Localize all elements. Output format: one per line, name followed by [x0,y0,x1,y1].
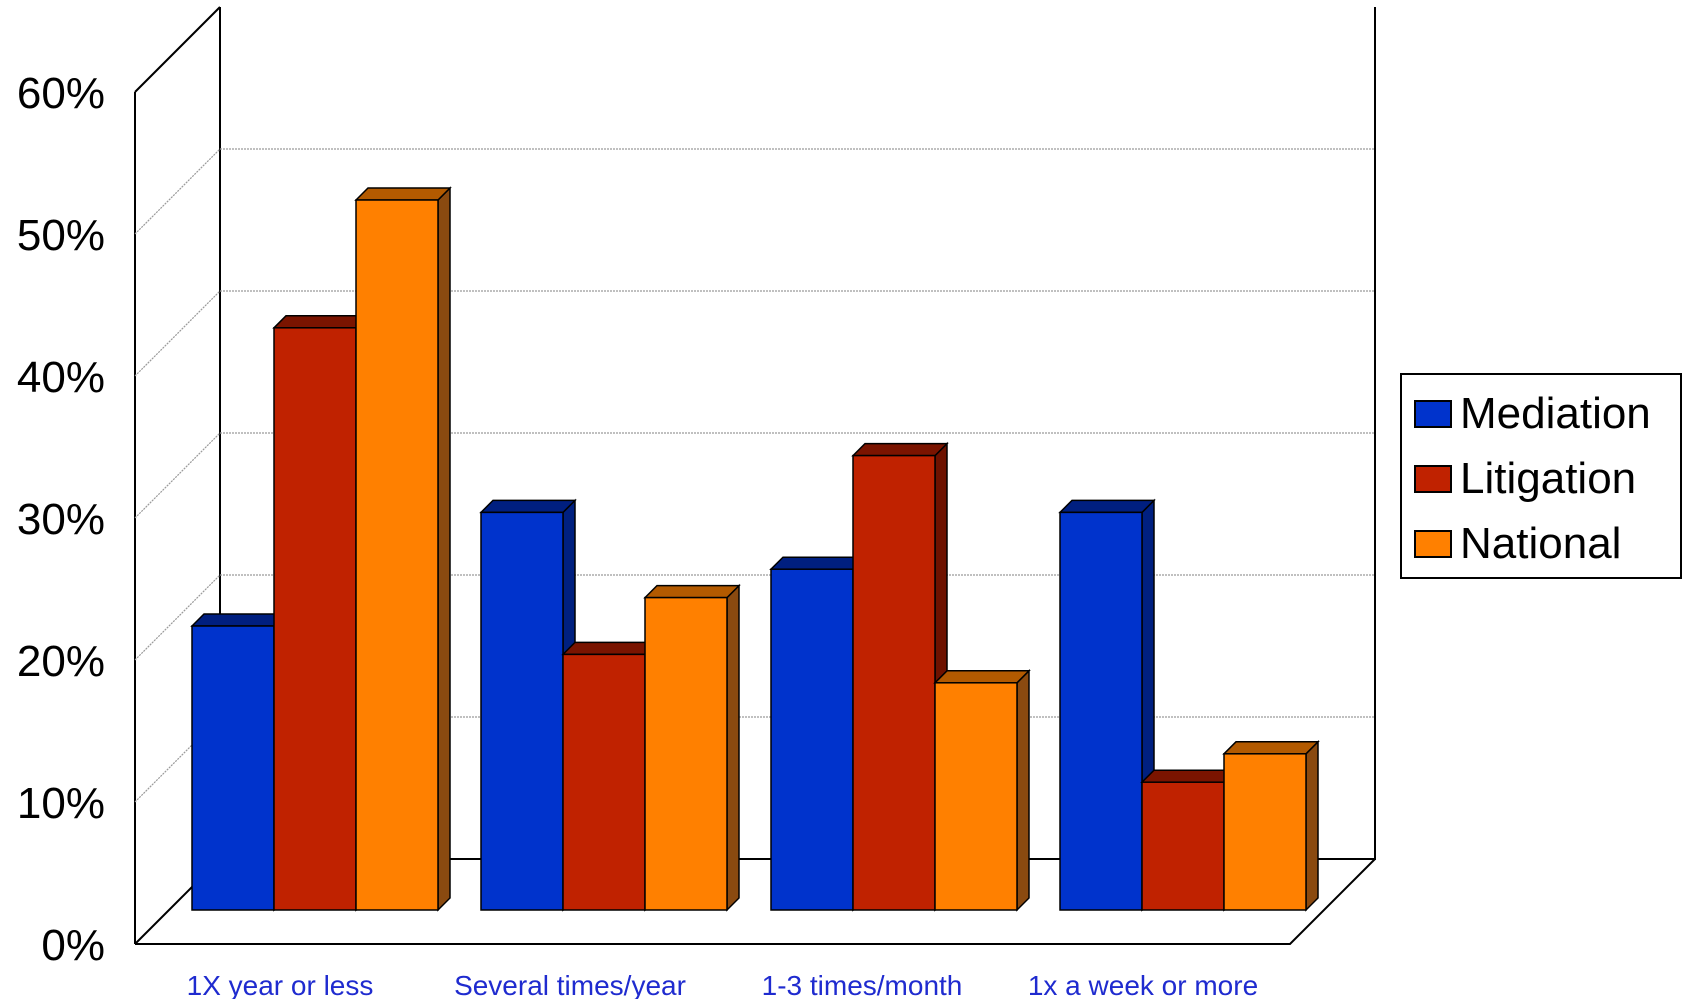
bar-national-1-3-times-month [933,668,1031,912]
bar-top [769,556,867,570]
gridline-side [134,148,221,235]
bar-top [190,613,288,627]
legend-item-national: National [1414,519,1621,569]
y-tick-label: 10% [17,779,105,828]
left-top-edge [134,6,221,93]
y-tick-label: 60% [17,69,105,118]
bar-side [1016,668,1030,912]
legend-label-national: National [1460,519,1622,568]
legend: Mediation Litigation National [1400,373,1682,579]
bar-mediation-several-times-year [479,498,577,912]
bar-front [934,682,1018,911]
bar-front [480,511,564,911]
bar-litigation-several-times-year [561,640,659,912]
bar-top [272,315,370,329]
legend-label-litigation: Litigation [1460,454,1637,503]
x-tick-label: 1-3 times/month [762,970,963,999]
x-tick-label: 1X year or less [187,970,374,999]
bar-front [644,596,728,911]
bar-mediation-1x-year-or-less [190,612,288,912]
gridline-side [134,432,221,519]
bar-front [1059,511,1143,911]
bar-front [1223,753,1307,911]
bar-litigation-1x-a-week-or-more [1140,768,1238,912]
bar-top [479,499,577,514]
bar-side [437,186,451,912]
x-tick-label: 1x a week or more [1028,970,1258,999]
bar-top [851,442,949,457]
bar-mediation-1-3-times-month [769,555,867,912]
y-tick-label: 40% [17,353,105,402]
legend-swatch-national [1414,530,1452,558]
bar-front [355,199,439,911]
y-tick-label: 0% [41,921,105,970]
legend-item-litigation: Litigation [1414,454,1636,504]
bar-top [933,670,1031,684]
legend-swatch-mediation [1414,400,1452,428]
bar-litigation-1x-year-or-less [272,313,370,912]
bar-top [643,584,741,599]
y-axis-ticks: 0% 10% 20% 30% 40% 50% 60% [17,69,105,970]
bar-front [770,568,854,911]
bar-front [1141,781,1225,911]
bar-side [726,583,740,912]
gridline-side [134,574,221,661]
bar-front [852,454,936,911]
y-tick-label: 50% [17,211,105,260]
bar-side [1305,739,1319,912]
bars [190,186,1320,912]
bar-top [1058,499,1156,514]
x-tick-label: Several times/year [454,970,686,999]
y-tick-label: 20% [17,637,105,686]
legend-swatch-litigation [1414,465,1452,493]
bar-front [273,327,357,911]
bar-top [561,641,659,656]
bar-top [1222,741,1320,755]
legend-item-mediation: Mediation [1414,389,1651,439]
y-tick-label: 30% [17,495,105,544]
bar-litigation-1-3-times-month [851,441,949,912]
bar-front [191,625,275,911]
bar-national-1x-a-week-or-more [1222,739,1320,912]
legend-label-mediation: Mediation [1460,389,1651,438]
x-axis-ticks: 1X year or less Several times/year 1-3 tim… [187,970,1259,999]
bar-top [1140,769,1238,783]
bar-mediation-1x-a-week-or-more [1058,498,1156,912]
floor-front-edge [135,858,1376,945]
bar-national-several-times-year [643,583,741,912]
bar-front [562,653,646,911]
bar-national-1x-year-or-less [354,186,452,912]
bar-top [354,187,452,201]
gridline-side [134,290,221,377]
